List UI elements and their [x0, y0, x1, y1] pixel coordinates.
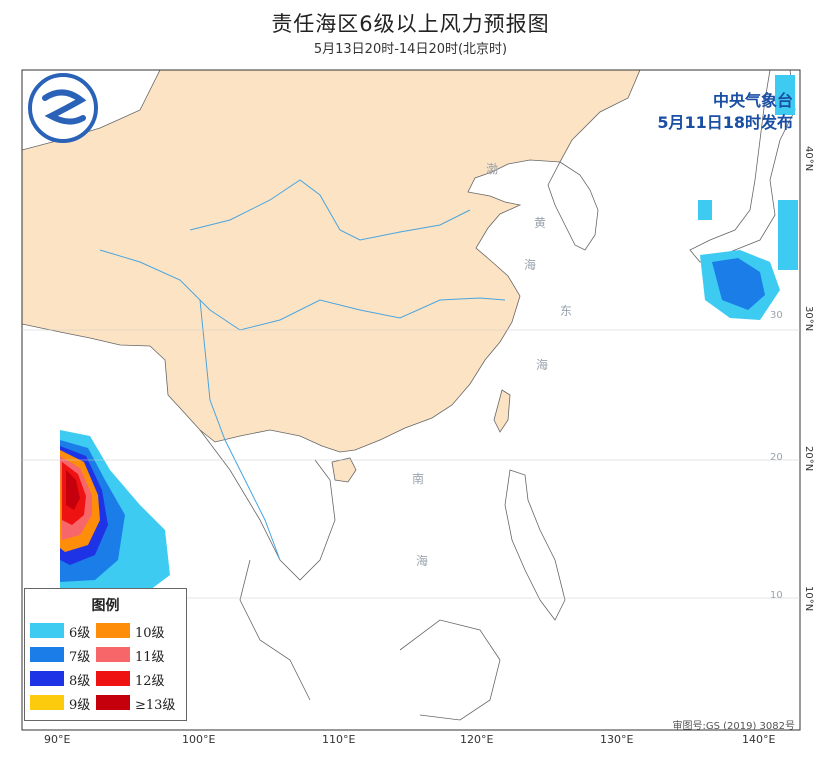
- legend-swatch: [30, 647, 64, 662]
- taiwan-land: [493, 389, 511, 433]
- legend-label: 12级: [135, 674, 165, 689]
- legend-label: 6级: [69, 626, 91, 641]
- legend-swatch: [96, 647, 130, 662]
- legend-label: 11级: [135, 650, 165, 665]
- mekong-river: [199, 299, 281, 561]
- lon-tick-130: 130°E: [600, 733, 634, 746]
- sea-label-bohai: 渤: [486, 162, 499, 176]
- map-title: 责任海区6级以上风力预报图: [271, 12, 550, 36]
- legend-swatch: [96, 623, 130, 638]
- legend-label: 10级: [135, 626, 165, 641]
- wind-area-japan-west: [698, 200, 712, 220]
- lat-tick-30: 30°N: [803, 306, 814, 332]
- legend-swatch: [96, 671, 130, 686]
- legend-item: 8级: [30, 669, 110, 689]
- lat-tick-10: 10°N: [803, 586, 814, 612]
- borneo-outline: [399, 619, 501, 721]
- legend-item: 7级: [30, 645, 110, 665]
- yellow-river: [189, 179, 471, 241]
- indochina-outline: [199, 429, 336, 701]
- philippines-land: [504, 469, 566, 621]
- legend-label: ≥13级: [135, 698, 176, 713]
- legend: 图例 6级 10级 7级 11级 8级 12级 9级: [24, 588, 187, 721]
- legend-title: 图例: [91, 598, 120, 614]
- issuer-time: 5月11日18时发布: [657, 113, 793, 132]
- approval-number: 审图号:GS (2019) 3082号: [672, 721, 795, 732]
- map-subtitle: 5月13日20时-14日20时(北京时): [313, 42, 508, 57]
- legend-item: 9级: [30, 693, 110, 713]
- sea-label-yellow-1: 黄: [534, 216, 547, 230]
- legend-swatch: [30, 623, 64, 638]
- legend-item: ≥13级: [96, 693, 176, 713]
- legend-item: 10级: [96, 621, 176, 641]
- korea-land: [547, 161, 599, 251]
- yangtze-river: [99, 249, 506, 331]
- issuer-org: 中央气象台: [712, 91, 793, 110]
- legend-swatch: [30, 671, 64, 686]
- lon-tick-110: 110°E: [322, 733, 356, 746]
- lon-tick-100: 100°E: [182, 733, 216, 746]
- sea-label-south-1: 南: [412, 472, 425, 486]
- issuer-block: 中央气象台 5月11日18时发布: [657, 90, 793, 134]
- lon-tick-90: 90°E: [44, 733, 71, 746]
- hainan-land: [331, 457, 357, 483]
- wind-area-japan-east: [778, 200, 798, 270]
- china-land: [22, 70, 641, 453]
- legend-label: 7级: [69, 650, 91, 665]
- lon-tick-120: 120°E: [460, 733, 494, 746]
- wind-area-japan-7: [712, 258, 765, 310]
- legend-label: 9级: [69, 698, 91, 713]
- wind-area-13: [66, 470, 80, 510]
- lat-tick-20: 20°N: [803, 446, 814, 472]
- lat-tick-40: 40°N: [803, 146, 814, 172]
- wind-area-japan-north: [775, 75, 795, 115]
- legend-swatch: [96, 695, 130, 710]
- sea-label-south-2: 海: [416, 554, 429, 568]
- japan-land: [689, 70, 796, 263]
- grid-label-30: 30: [770, 310, 783, 321]
- lon-tick-140: 140°E: [742, 733, 776, 746]
- grid-label-20: 20: [770, 452, 783, 463]
- legend-swatch: [30, 695, 64, 710]
- map-frame: [21, 69, 801, 731]
- legend-label: 8级: [69, 674, 91, 689]
- legend-item: 6级: [30, 621, 110, 641]
- sea-label-east-1: 东: [560, 304, 573, 318]
- legend-item: 12级: [96, 669, 176, 689]
- sea-label-east-2: 海: [536, 358, 549, 372]
- sea-label-yellow-2: 海: [524, 258, 537, 272]
- legend-item: 11级: [96, 645, 176, 665]
- grid-label-10: 10: [770, 590, 783, 601]
- cma-logo: [28, 73, 98, 143]
